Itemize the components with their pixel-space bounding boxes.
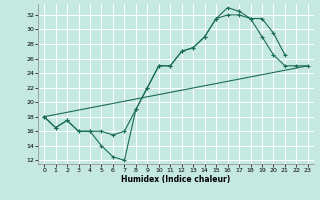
X-axis label: Humidex (Indice chaleur): Humidex (Indice chaleur) <box>121 175 231 184</box>
